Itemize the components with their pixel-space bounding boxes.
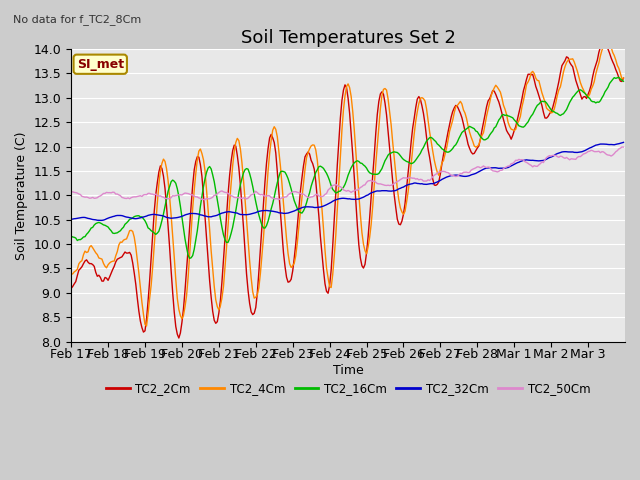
Legend: TC2_2Cm, TC2_4Cm, TC2_16Cm, TC2_32Cm, TC2_50Cm: TC2_2Cm, TC2_4Cm, TC2_16Cm, TC2_32Cm, TC… xyxy=(101,378,595,400)
Text: No data for f_TC2_8Cm: No data for f_TC2_8Cm xyxy=(13,14,141,25)
Title: Soil Temperatures Set 2: Soil Temperatures Set 2 xyxy=(241,29,456,48)
X-axis label: Time: Time xyxy=(333,364,364,377)
Text: SI_met: SI_met xyxy=(77,58,124,71)
Y-axis label: Soil Temperature (C): Soil Temperature (C) xyxy=(15,131,28,260)
